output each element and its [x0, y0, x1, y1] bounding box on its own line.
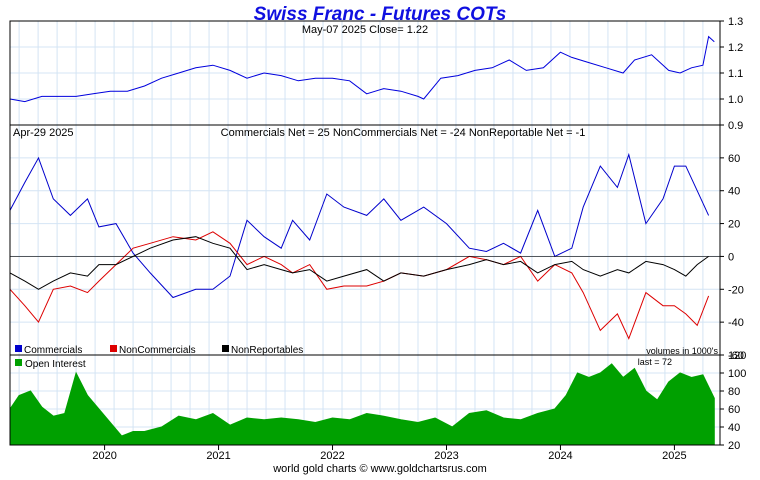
price-y-tick-label: 1.3: [728, 16, 743, 28]
cots-y-tick-label: 20: [728, 219, 740, 231]
open-interest-last-note: last = 72: [638, 357, 672, 367]
cots-y-tick-label: 0: [728, 251, 734, 263]
price-header: May-07 2025 Close= 1.22: [302, 24, 428, 36]
cots-y-tick-label: -60: [728, 350, 744, 362]
chart-footer: world gold charts © www.goldchartsrus.co…: [272, 463, 487, 475]
x-tick-label: 2025: [662, 450, 686, 462]
cot-date: Apr-29 2025: [13, 127, 74, 139]
x-tick-label: 2020: [92, 450, 116, 462]
price-line: [9, 35, 715, 103]
price-y-tick-label: 1.2: [728, 42, 743, 54]
open_interest-panel: [9, 354, 724, 446]
legend-swatch-open-interest: [15, 359, 22, 366]
cots-panel: [9, 124, 724, 356]
price-panel: [9, 20, 724, 126]
legend-label-nonreportables: NonReportables: [231, 345, 303, 356]
x-tick-label: 2021: [206, 450, 230, 462]
open_interest-area: [9, 363, 715, 446]
open_interest-y-tick-label: 100: [728, 368, 746, 380]
legend-swatch-noncommercials: [110, 345, 117, 352]
open_interest-y-tick-label: 120: [728, 350, 746, 362]
nonreportables-line: [9, 236, 709, 290]
cot-net-summary: Commercials Net = 25 NonCommercials Net …: [221, 127, 586, 139]
open_interest-panel-border: [9, 354, 721, 446]
price-y-tick-label: 1.1: [728, 68, 743, 80]
cots-y-tick-label: -20: [728, 284, 744, 296]
x-tick-label: 2022: [320, 450, 344, 462]
legend-swatch-nonreportables: [222, 345, 229, 352]
volume-note: volumes in 1000's: [646, 346, 718, 356]
legend-label-commercials: Commercials: [24, 345, 82, 356]
legend-label-noncommercials: NonCommercials: [119, 345, 196, 356]
cots-y-tick-label: 60: [728, 153, 740, 165]
x-tick-label: 2024: [548, 450, 572, 462]
cots-y-tick-label: 40: [728, 186, 740, 198]
x-tick-label: 2023: [434, 450, 458, 462]
open_interest-y-tick-label: 20: [728, 440, 740, 452]
open_interest-y-tick-label: 80: [728, 386, 740, 398]
cots-y-tick-label: -40: [728, 317, 744, 329]
open_interest-y-tick-label: 60: [728, 404, 740, 416]
legend-swatch-commercials: [15, 345, 22, 352]
commercials-line: [9, 152, 710, 299]
chart-title: Swiss Franc - Futures COTs: [254, 4, 507, 25]
price-y-tick-label: 1.0: [728, 94, 743, 106]
price-y-tick-label: 0.9: [728, 120, 743, 132]
legend-label-open-interest: Open Interest: [25, 359, 86, 370]
open_interest-y-tick-label: 40: [728, 422, 740, 434]
